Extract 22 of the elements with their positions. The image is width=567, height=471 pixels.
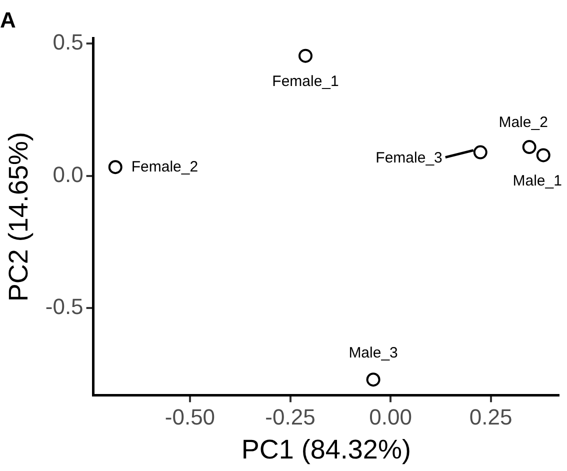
x-tick-label: -0.25 [265,404,316,430]
y-tick-label: -0.5 [45,294,84,320]
annotation: Female_1 [272,72,339,90]
point [108,160,122,174]
annotation: Female_3 [376,149,442,166]
x-tick-label: 0.25 [469,404,512,430]
annotation: Male_2 [498,114,548,132]
x-tick-label: 0.00 [369,404,412,430]
annotation: Female_2 [131,158,198,176]
point [473,145,488,160]
x-axis-title: PC1 (84.32%) [241,434,411,464]
chart-title: A [0,7,16,32]
annotation: Male_3 [348,344,398,362]
annotation: Male_1 [512,172,562,190]
point [366,372,380,387]
point [522,140,536,154]
point [298,48,312,63]
y-tick-label: 0.0 [52,162,84,187]
x-tick-label: -0.50 [164,404,216,430]
y-tick-label: 0.5 [52,30,84,55]
point [536,148,550,162]
y-axis-title: PC2 (14.65%) [4,132,34,302]
